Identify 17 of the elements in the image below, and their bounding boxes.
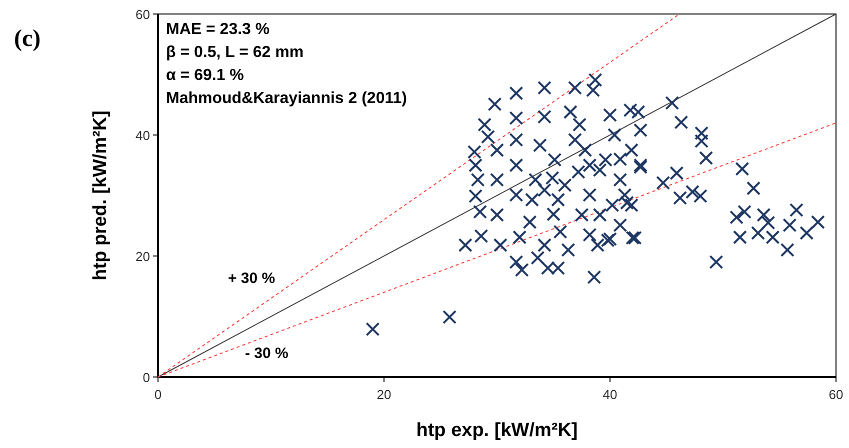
y-tick-label: 60	[136, 7, 150, 22]
y-tick-label: 0	[142, 370, 150, 385]
x-axis-title: htp exp. [kW/m²K]	[416, 420, 578, 441]
annotation: α = 69.1 %	[166, 67, 244, 84]
y-tick-label: 20	[136, 249, 150, 264]
annotation: + 30 %	[228, 270, 276, 287]
x-tick-label: 20	[376, 387, 392, 402]
y-tick-label: 40	[136, 128, 150, 143]
annotation: MAE = 23.3 %	[166, 21, 270, 38]
x-tick-label: 40	[602, 387, 618, 402]
x-tick-label: 60	[828, 387, 844, 402]
x-tick-label: 0	[154, 387, 162, 402]
text: (c)	[14, 26, 41, 52]
annotation: Mahmoud&Karayiannis 2 (2011)	[166, 90, 407, 107]
annotation: - 30 %	[245, 345, 288, 362]
annotation: β = 0.5, L = 62 mm	[166, 44, 304, 61]
y-axis-title: htp pred. [kW/m²K]	[90, 110, 111, 280]
